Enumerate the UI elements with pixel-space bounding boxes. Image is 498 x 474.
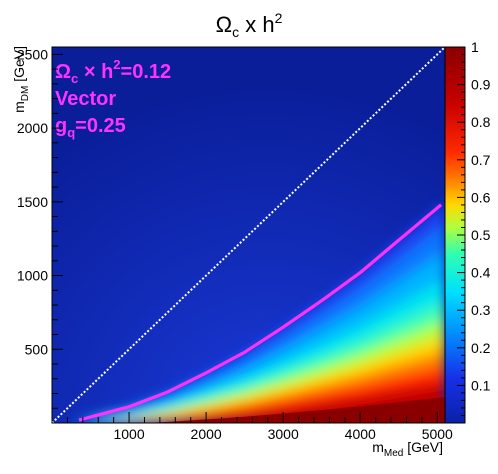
x-tick-label: 5000 [422, 426, 453, 442]
diagonal-line [52, 47, 445, 423]
x-tick-label: 4000 [345, 426, 376, 442]
colorbar-tick-label: 0.4 [471, 265, 491, 281]
y-tick-label: 1000 [17, 268, 48, 284]
x-tick-label: 2000 [191, 426, 222, 442]
x-tick-label: 3000 [268, 426, 299, 442]
colorbar-tick-label: 0.9 [471, 77, 491, 93]
x-axis: 1000 2000 3000 4000 5000 [51, 412, 453, 442]
y-axis-label: mDM [GeV] [11, 46, 31, 113]
colorbar-tick-label: 0.7 [471, 152, 491, 168]
colorbar-tick-label: 0.3 [471, 302, 491, 318]
colorbar-tick-label: 0.8 [471, 114, 491, 130]
colorbar-axis: 0.1 0.2 0.3 0.4 0.5 0.6 0.7 0.8 0.9 1 [457, 39, 491, 424]
x-axis-label: mMed [GeV] [372, 439, 443, 459]
colorbar-tick-label: 0.2 [471, 340, 491, 356]
y-axis: 500 1000 1500 2000 2500 [17, 46, 63, 424]
heatmap-area [52, 47, 445, 423]
x-tick-label: 1000 [113, 426, 144, 442]
colorbar-tick-label: 1 [471, 39, 479, 55]
colorbar-tick-label: 0.6 [471, 189, 491, 205]
y-tick-label: 2000 [17, 120, 48, 136]
colorbar-tick-label: 0.5 [471, 227, 491, 243]
annotation-coupling: gq=0.25 [55, 115, 126, 140]
saturated-region [52, 397, 445, 423]
relic-density-contour [78, 203, 443, 422]
chart-title: Ωc x h2 [216, 10, 283, 40]
y-tick-label: 1500 [17, 194, 48, 210]
y-tick-label: 500 [25, 341, 49, 357]
colorbar-tick-label: 0.1 [471, 377, 491, 393]
annotation-block: Ωc × h2=0.12 Vector gq=0.25 [55, 57, 171, 140]
annotation-mediator: Vector [55, 88, 116, 110]
annotation-omega: Ωc × h2=0.12 [55, 57, 171, 86]
y-tick-label: 2500 [17, 46, 48, 62]
